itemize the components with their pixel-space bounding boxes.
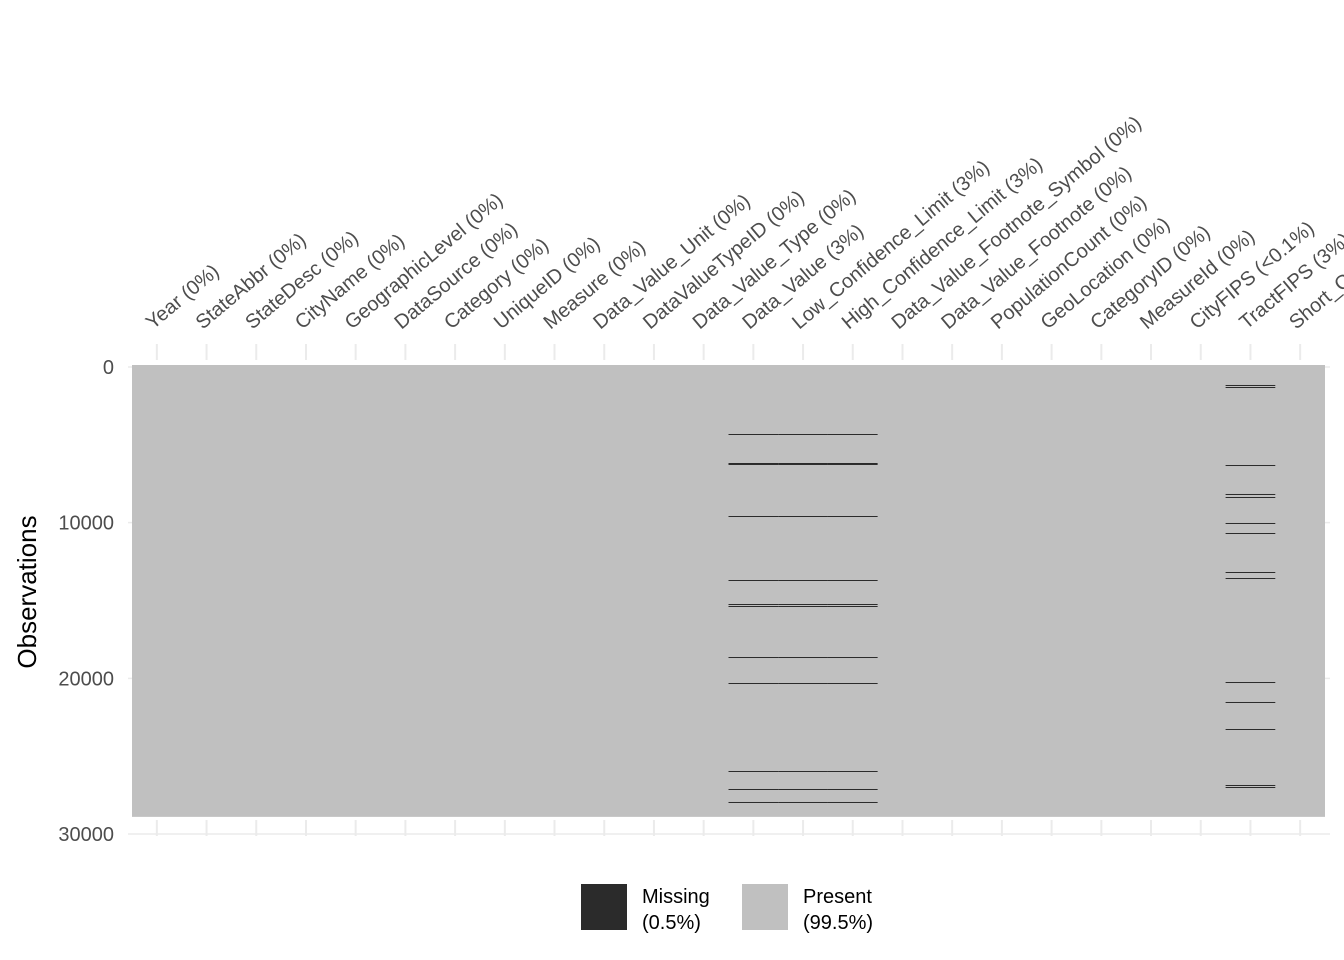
present-area bbox=[132, 365, 1325, 817]
y-tick-label: 30000 bbox=[58, 824, 114, 846]
missing-row bbox=[778, 801, 828, 803]
legend-label: Present bbox=[803, 886, 872, 908]
missing-row bbox=[1225, 571, 1276, 573]
missing-row bbox=[728, 771, 779, 773]
missing-row bbox=[728, 463, 779, 465]
missing-row bbox=[827, 604, 878, 606]
missing-row bbox=[778, 657, 828, 659]
y-tick-label: 20000 bbox=[58, 668, 114, 690]
missing-row bbox=[827, 771, 878, 773]
legend-swatch bbox=[581, 884, 627, 930]
missing-row bbox=[778, 579, 828, 581]
missing-row bbox=[1225, 465, 1276, 467]
missing-row bbox=[827, 516, 878, 518]
missing-row bbox=[827, 433, 878, 435]
missing-row bbox=[728, 801, 779, 803]
legend-share: (99.5%) bbox=[803, 912, 873, 934]
y-tick-label: 10000 bbox=[58, 513, 114, 535]
missing-row bbox=[728, 657, 779, 659]
missing-row bbox=[778, 605, 828, 607]
missing-row bbox=[1225, 701, 1276, 703]
missing-row bbox=[1225, 493, 1276, 495]
missing-row bbox=[827, 579, 878, 581]
legend-label: Missing bbox=[642, 886, 710, 908]
missing-row bbox=[778, 462, 828, 464]
missing-row bbox=[1225, 682, 1276, 684]
missing-row bbox=[728, 579, 779, 581]
missing-row bbox=[827, 801, 878, 803]
missing-row bbox=[778, 683, 828, 685]
missing-row bbox=[728, 788, 779, 790]
missing-row bbox=[1225, 578, 1276, 580]
missing-row bbox=[728, 605, 779, 607]
missing-row bbox=[728, 462, 779, 464]
missing-row bbox=[728, 683, 779, 685]
missing-row bbox=[1225, 533, 1276, 535]
legend-share: (0.5%) bbox=[642, 912, 701, 934]
missing-row bbox=[728, 516, 779, 518]
missing-row bbox=[1225, 784, 1276, 786]
missing-row bbox=[827, 463, 878, 465]
missing-row bbox=[827, 788, 878, 790]
missing-row bbox=[1225, 522, 1276, 524]
missing-row bbox=[1225, 387, 1276, 389]
missing-row bbox=[827, 683, 878, 685]
missing-row bbox=[827, 605, 878, 607]
missing-row bbox=[778, 516, 828, 518]
missing-row bbox=[778, 463, 828, 465]
legend-swatch bbox=[742, 884, 788, 930]
missing-row bbox=[1225, 496, 1276, 498]
y-tick-label: 0 bbox=[103, 357, 114, 379]
missing-row bbox=[827, 657, 878, 659]
missing-row bbox=[827, 462, 878, 464]
y-axis-label: Observations bbox=[12, 515, 42, 668]
missing-row bbox=[778, 771, 828, 773]
missing-row bbox=[728, 433, 779, 435]
missing-row bbox=[778, 788, 828, 790]
missing-row bbox=[1225, 787, 1276, 789]
missing-row bbox=[778, 433, 828, 435]
missing-row bbox=[778, 604, 828, 606]
missing-row bbox=[1225, 384, 1276, 386]
missing-row bbox=[728, 604, 779, 606]
missing-row bbox=[1225, 729, 1276, 731]
